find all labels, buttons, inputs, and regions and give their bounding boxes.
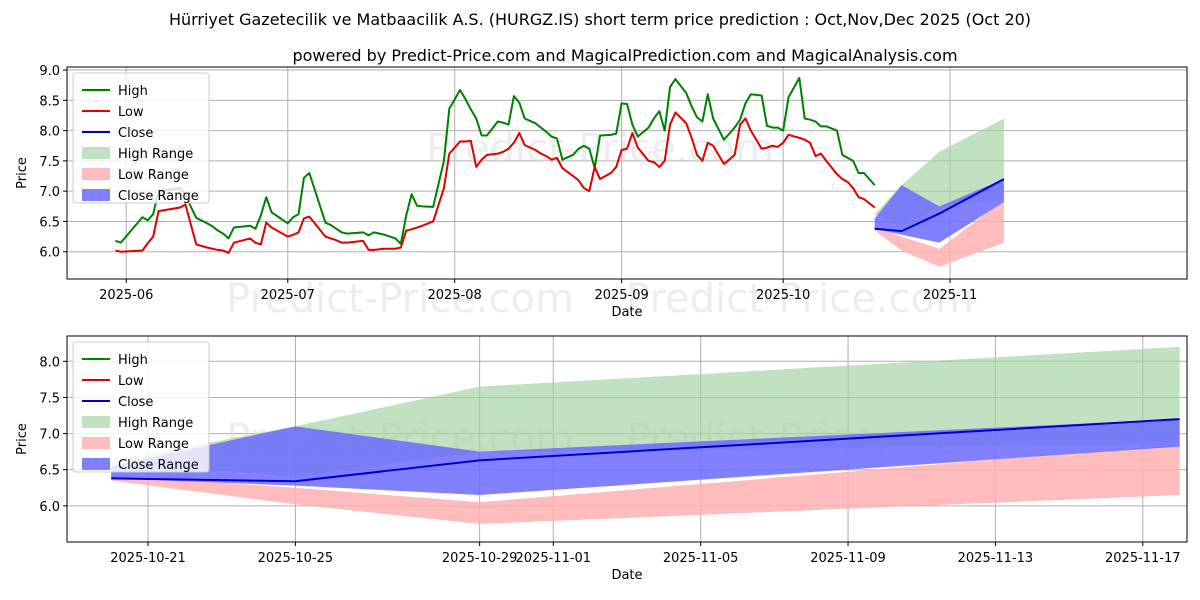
axes-frame bbox=[66, 66, 1188, 280]
ticks: 2025-10-21 2025-10-25 2025-10-292025-11-01… bbox=[39, 355, 1180, 566]
ticks: 2025-06 2025-07 2025-08 2025-09 2025-10 2025-… bbox=[39, 64, 977, 303]
plot-area bbox=[115, 76, 1005, 267]
low-range-band bbox=[874, 200, 1004, 267]
legend-swatch-patch bbox=[82, 189, 110, 201]
y-tick-label: 6.0 bbox=[39, 500, 60, 515]
x-tick-label: 2025-06 bbox=[99, 288, 153, 303]
legend-label: Close Range bbox=[118, 189, 199, 204]
x-tick-label: 2025-10-21 bbox=[110, 551, 186, 566]
legend-label: High bbox=[118, 84, 148, 99]
plot-area bbox=[111, 346, 1180, 524]
close-range-band bbox=[874, 179, 1004, 243]
x-axis-label: Date bbox=[611, 568, 642, 583]
legend: High Low Close High Range Low Range Close Ran… bbox=[72, 341, 210, 473]
y-tick-label: 7.5 bbox=[39, 155, 60, 170]
legend-label: Close bbox=[118, 126, 153, 141]
y-tick-label: 8.5 bbox=[39, 94, 60, 109]
legend-label: Low Range bbox=[118, 168, 189, 183]
y-tick-label: 8.0 bbox=[39, 125, 60, 140]
legend-label: Close Range bbox=[118, 458, 199, 473]
y-tick-label: 6.5 bbox=[39, 464, 60, 479]
legend-label: High Range bbox=[118, 416, 193, 431]
y-tick-label: 7.0 bbox=[39, 428, 60, 443]
watermark: Predict-Price.com bbox=[226, 276, 574, 322]
x-tick-label: 2025-08 bbox=[428, 288, 482, 303]
y-tick-label: 6.5 bbox=[39, 215, 60, 230]
high-series-line bbox=[115, 76, 876, 245]
low-series-line bbox=[115, 111, 876, 254]
legend-swatch-patch bbox=[82, 458, 110, 470]
y-axis-label: Price bbox=[15, 157, 30, 189]
x-tick-label: 2025-10 bbox=[756, 288, 810, 303]
legend-swatch-patch bbox=[82, 147, 110, 159]
legend-label: High Range bbox=[118, 147, 193, 162]
x-tick-label: 2025-09 bbox=[594, 288, 648, 303]
chart-title: Hürriyet Gazetecilik ve Matbaacilik A.S.… bbox=[169, 10, 1031, 29]
legend-label: Low Range bbox=[118, 437, 189, 452]
low-range-band bbox=[111, 444, 1180, 524]
close-forecast-line bbox=[111, 418, 1180, 483]
legend-label: High bbox=[118, 353, 148, 368]
chart-subtitle: powered by Predict-Price.com and Magical… bbox=[292, 46, 957, 65]
legend-swatch-patch bbox=[82, 168, 110, 180]
y-tick-label: 7.5 bbox=[39, 391, 60, 406]
y-axis-label: Price bbox=[15, 423, 30, 455]
x-tick-label: 2025-11-17 bbox=[1105, 551, 1181, 566]
watermark: Predict-Price.com bbox=[626, 276, 974, 322]
y-tick-label: 9.0 bbox=[39, 64, 60, 79]
x-tick-label: 2025-07 bbox=[261, 288, 315, 303]
y-tick-label: 8.0 bbox=[39, 355, 60, 370]
legend-swatch-patch bbox=[82, 416, 110, 428]
x-tick-label: 2025-11-13 bbox=[958, 551, 1034, 566]
y-tick-label: 7.0 bbox=[39, 185, 60, 200]
x-tick-label: 2025-11-05 bbox=[663, 551, 739, 566]
x-tick-label: 2025-11 bbox=[923, 288, 977, 303]
x-tick-label: 2025-10-29 bbox=[442, 551, 518, 566]
close-forecast-line bbox=[874, 178, 1005, 233]
x-axis-label: Date bbox=[611, 305, 642, 320]
close-range-band bbox=[111, 419, 1180, 496]
x-tick-label: 2025-10-25 bbox=[258, 551, 334, 566]
axes-frame bbox=[66, 335, 1188, 543]
legend-label: Close bbox=[118, 395, 153, 410]
x-tick-label: 2025-11-01 bbox=[516, 551, 592, 566]
legend: High Low Close High Range Low Range Close Ran… bbox=[72, 72, 210, 204]
bottom-panel: Predict-Price.comPredict-Price.com2025-1… bbox=[15, 335, 1188, 583]
legend-label: Low bbox=[118, 105, 144, 120]
legend-swatch-patch bbox=[82, 437, 110, 449]
y-tick-label: 6.0 bbox=[39, 246, 60, 261]
x-tick-label: 2025-11-09 bbox=[810, 551, 886, 566]
grid bbox=[67, 67, 1187, 279]
legend-label: Low bbox=[118, 374, 144, 389]
